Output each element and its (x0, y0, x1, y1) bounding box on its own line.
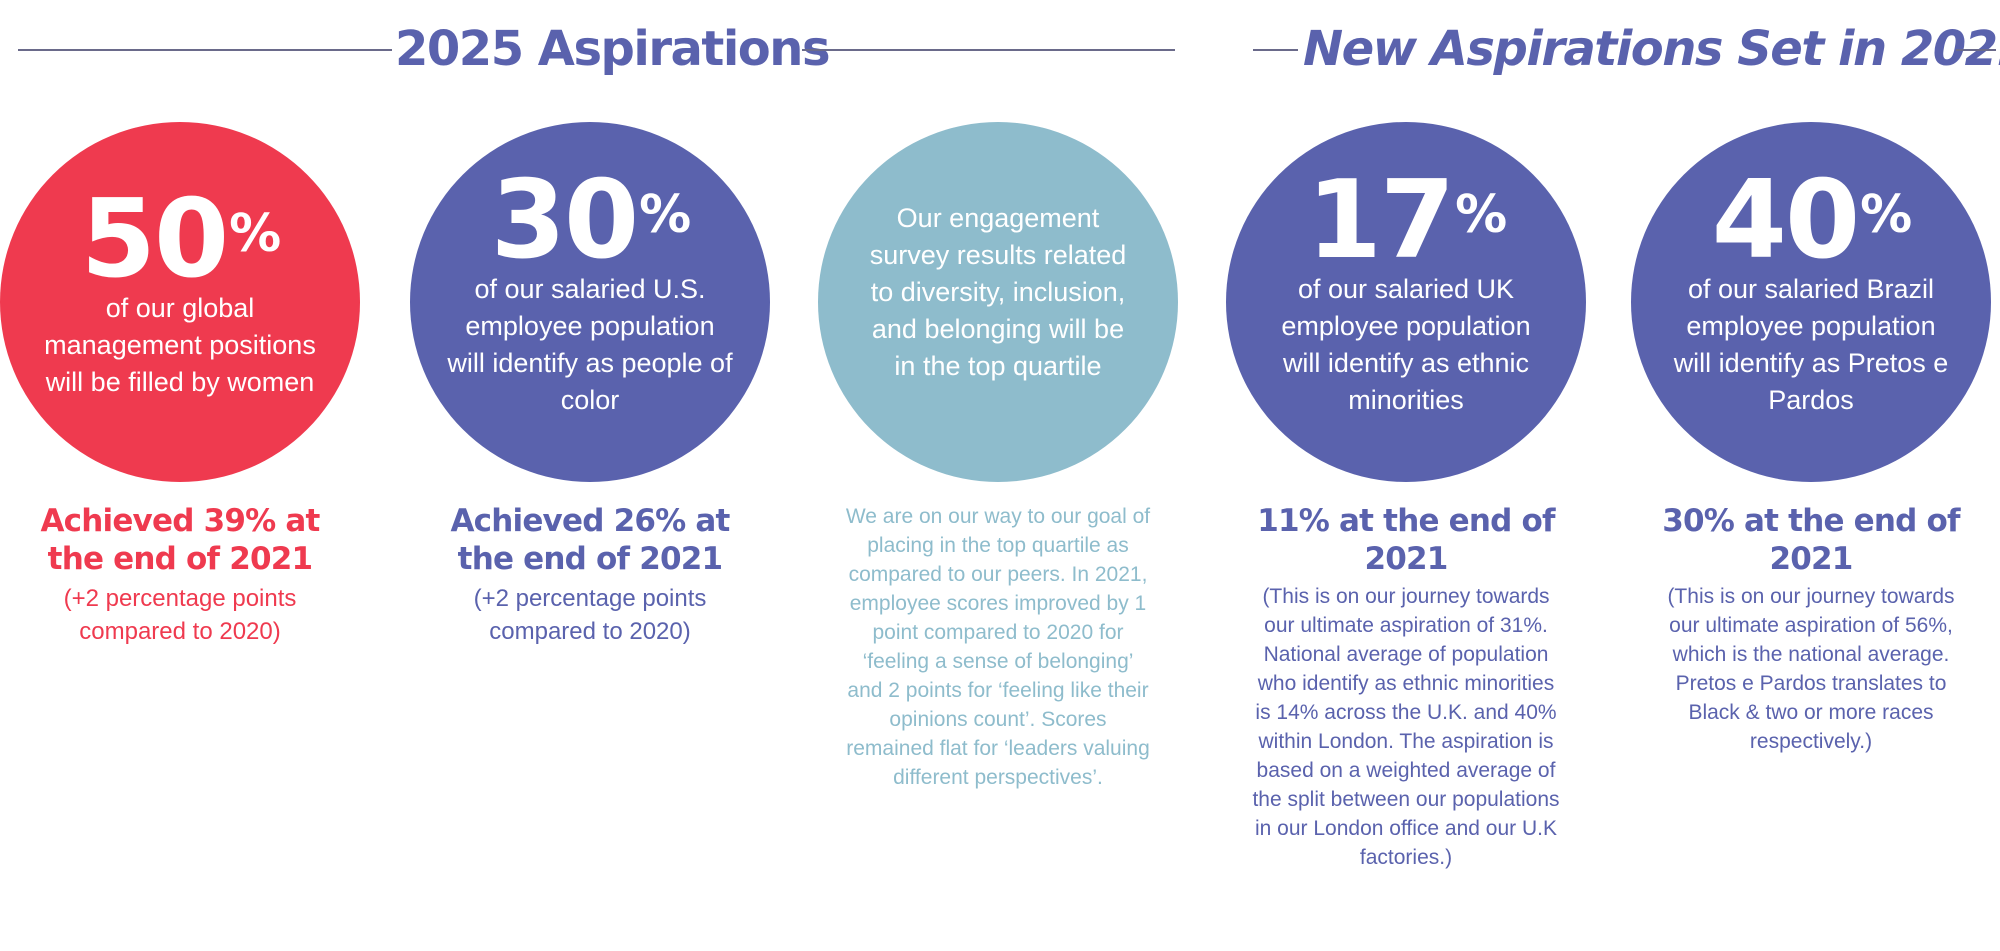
left-rule-1 (18, 49, 392, 51)
achieved-note: (This is on our journey towards our ulti… (1667, 585, 1955, 753)
achieved-text: Achieved 26% at the end of 2021 (450, 503, 730, 577)
card-brazil-pretos-pardos: 40% of our salaried Brazil employee popu… (1611, 122, 2000, 756)
left-rule-2 (802, 49, 1175, 51)
achieved-note: (+2 percentage points compared to 2020) (473, 585, 707, 645)
stat-value: 50% (80, 176, 281, 302)
achieved-text: Achieved 39% at the end of 2021 (40, 503, 320, 577)
circle-description: of our salaried U.S. employee population… (447, 274, 733, 415)
stat-circle: 17% of our salaried UK employee populati… (1226, 122, 1586, 482)
stat-value: 17% (1306, 158, 1507, 283)
right-rule-1 (1253, 49, 1298, 51)
section-title-2025-aspirations: 2025 Aspirations (395, 21, 831, 77)
circle-description: of our global management positions will … (44, 292, 316, 397)
stat-value: 30% (490, 158, 691, 283)
stat-value: 40% (1711, 158, 1912, 283)
card-women-management: 50% of our global management positions w… (0, 122, 380, 648)
achieved-text: 11% at the end of 2021 (1257, 503, 1555, 577)
achieved-note: (This is on our journey towards our ulti… (1252, 585, 1560, 869)
circle-description: Our engagement survey results related to… (869, 202, 1127, 381)
header: 2025 Aspirations New Aspirations Set in … (0, 0, 2000, 100)
stat-circle: 30% of our salaried U.S. employee popula… (410, 122, 770, 482)
card-us-people-of-color: 30% of our salaried U.S. employee popula… (390, 122, 790, 648)
card-engagement-survey: Our engagement survey results related to… (798, 122, 1198, 792)
stat-circle: 40% of our salaried Brazil employee popu… (1631, 122, 1991, 482)
circle-description: of our salaried Brazil employee populati… (1673, 274, 1949, 415)
section-title-new-aspirations: New Aspirations Set in 2021 (1303, 21, 2000, 77)
card-uk-ethnic-minorities: 17% of our salaried UK employee populati… (1206, 122, 1606, 872)
stat-circle: Our engagement survey results related to… (818, 122, 1178, 482)
right-rule-2 (1956, 49, 1996, 51)
circle-description: of our salaried UK employee population w… (1281, 274, 1531, 415)
stat-circle: 50% of our global management positions w… (0, 122, 360, 482)
achieved-note: (+2 percentage points compared to 2020) (63, 585, 297, 645)
progress-note: We are on our way to our goal of placing… (845, 505, 1151, 789)
achieved-text: 30% at the end of 2021 (1662, 503, 1960, 577)
